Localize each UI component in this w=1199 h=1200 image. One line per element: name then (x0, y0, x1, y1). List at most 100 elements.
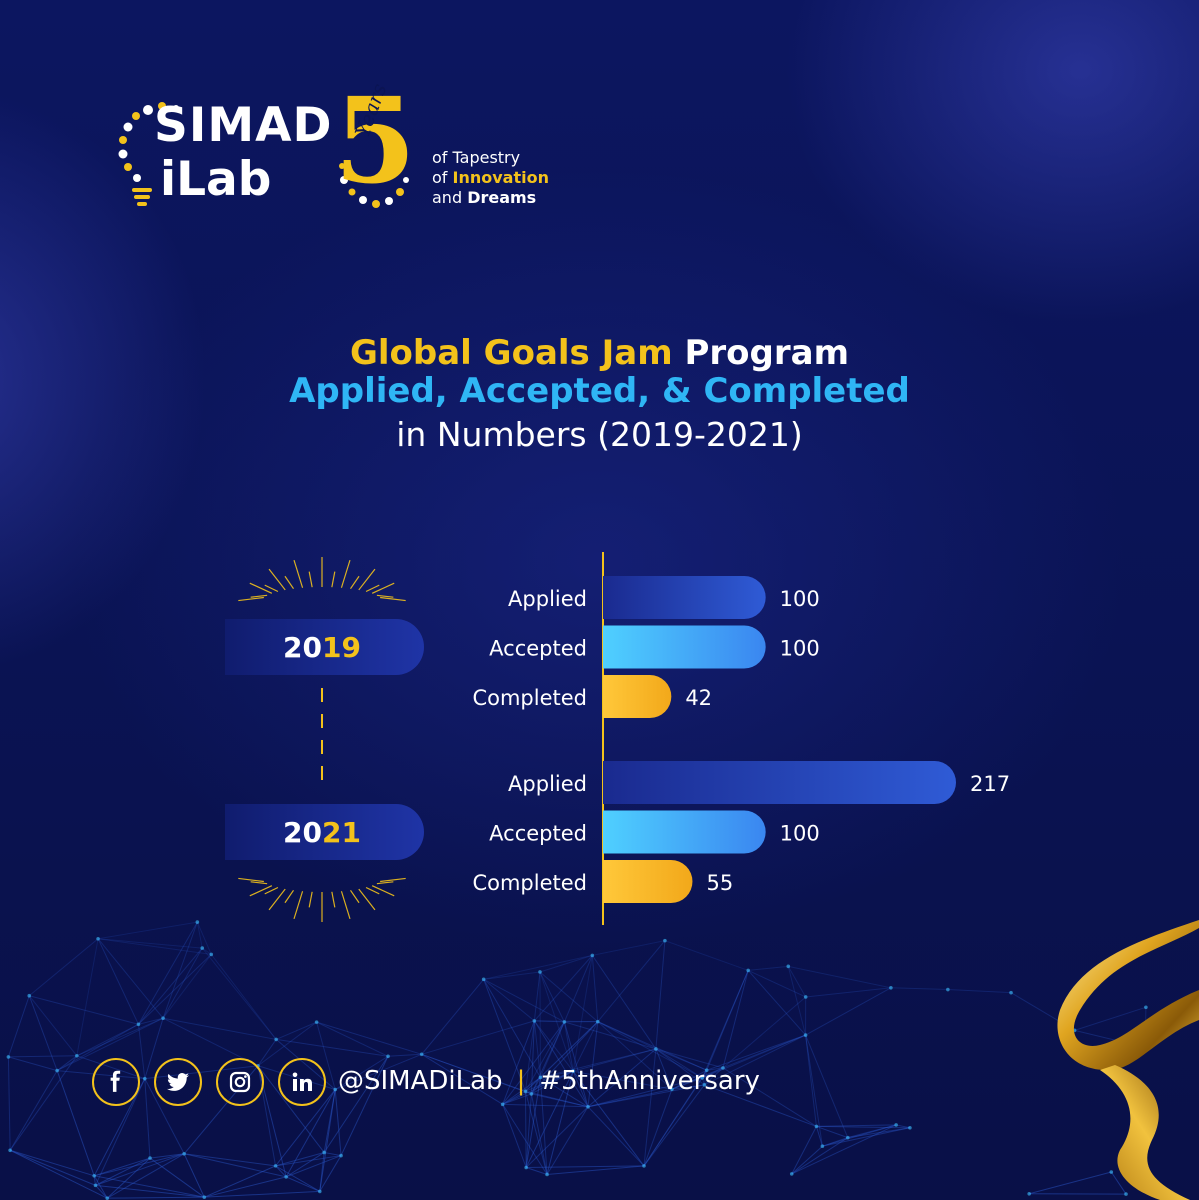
anniversary-hashtag[interactable]: #5thAnniversary (539, 1066, 760, 1096)
network-node (202, 1195, 207, 1199)
anniversary-number: 5 (334, 71, 417, 210)
sparkle-ray (249, 885, 273, 897)
network-node (700, 1076, 705, 1080)
network-node (284, 1175, 288, 1179)
network-node (1027, 1191, 1031, 1196)
tagline-innovation: Innovation (452, 168, 549, 187)
tagline-line-3: and Dreams (432, 188, 549, 208)
sparkle-ray (371, 885, 395, 897)
network-node (889, 985, 893, 990)
network-node (92, 1174, 96, 1178)
network-node (161, 1016, 165, 1021)
chart-title-highlight: Global Goals Jam (349, 333, 673, 373)
linkedin-icon (292, 1072, 312, 1091)
instagram-button[interactable] (216, 1058, 264, 1106)
social-handle[interactable]: @SIMADiLab (338, 1066, 503, 1096)
value-label: 100 (780, 587, 820, 611)
sparkle-ray (365, 584, 380, 593)
network-node (538, 1075, 543, 1080)
sparkle-ray (331, 571, 336, 588)
value-label: 100 (780, 637, 820, 661)
category-label: Completed (472, 871, 587, 895)
category-label: Completed (472, 686, 587, 710)
sparkle-ray (268, 888, 286, 911)
network-node (523, 1089, 528, 1094)
network-node (1124, 1192, 1128, 1196)
network-node (529, 1092, 534, 1096)
sparkle-ray (349, 575, 360, 590)
twitter-button[interactable] (154, 1058, 202, 1106)
network-node (273, 1164, 278, 1168)
sparkle-rays (238, 877, 406, 922)
network-node (894, 1123, 898, 1127)
anniversary-badge: 5 Years of Tapestry of Innovation and Dr… (330, 80, 590, 228)
sparkle-ray (293, 891, 304, 920)
bar-2021-applied (603, 761, 956, 804)
sparkle-ray (349, 889, 360, 904)
sparkle-ray (264, 584, 279, 593)
sparkle-ray (340, 891, 351, 920)
anniversary-tagline: of Tapestry of Innovation and Dreams (432, 148, 549, 208)
value-label: 217 (970, 772, 1010, 796)
network-node (314, 1020, 319, 1024)
sparkle-ray (238, 877, 264, 883)
network-node (702, 1083, 707, 1087)
logo-text-simad: SIMAD (154, 98, 333, 153)
sparkle-ray (365, 886, 380, 895)
network-background (6, 920, 1148, 1200)
tagline-line-2-prefix: of (432, 168, 453, 187)
sparkle-ray (250, 594, 268, 598)
linkedin-button[interactable] (278, 1058, 326, 1106)
sparkle-ray (380, 596, 406, 602)
network-node (55, 1068, 59, 1073)
network-node (333, 1087, 338, 1092)
network-node (209, 952, 214, 957)
network-node (571, 1069, 575, 1073)
network-node (1009, 990, 1013, 995)
tagline-line-2: of Innovation (432, 168, 549, 188)
year-label: 2021 (283, 816, 361, 849)
network-node (96, 936, 100, 941)
sparkle-ray (340, 559, 351, 588)
category-label: Applied (508, 587, 587, 611)
bar-2019-completed (603, 675, 672, 718)
tagline-dreams: Dreams (467, 188, 537, 207)
year-label-suffix: 21 (322, 816, 361, 849)
network-node (803, 1033, 808, 1037)
sparkle-rays (238, 557, 406, 602)
logo-bulb-dots-icon (118, 102, 179, 206)
network-node (200, 946, 205, 950)
sparkle-ray (284, 889, 295, 904)
year-label-suffix: 19 (322, 631, 361, 664)
network-node (654, 1047, 658, 1051)
network-node (1144, 1005, 1148, 1010)
network-node (820, 1144, 825, 1148)
network-node (845, 1135, 850, 1140)
facebook-button[interactable] (92, 1058, 140, 1106)
network-node (803, 995, 808, 999)
sparkle-ray (376, 594, 394, 598)
network-node (704, 1068, 709, 1073)
value-label: 55 (706, 871, 733, 895)
sparkle-ray (293, 559, 304, 588)
category-label: Accepted (489, 637, 587, 661)
tagline-line-1: of Tapestry (432, 148, 521, 167)
network-node (1109, 1170, 1114, 1174)
network-node (524, 1165, 528, 1170)
network-node (93, 1183, 98, 1188)
network-node (317, 1189, 322, 1194)
year-label: 2019 (283, 631, 361, 664)
simad-ilab-logo: SIMAD iLab (118, 100, 332, 212)
bar-2021-accepted (603, 810, 766, 854)
chart-title-line-1: Global Goals Jam Program (0, 333, 1199, 373)
network-node (75, 1053, 79, 1058)
network-node (6, 1055, 11, 1059)
sparkle-ray (308, 571, 313, 588)
network-node (27, 993, 32, 998)
network-node (545, 1172, 549, 1177)
logo-text-ilab: iLab (160, 152, 272, 207)
footer-separator: | (516, 1066, 526, 1096)
network-node (419, 1052, 424, 1057)
gold-ribbon-decoration (1057, 920, 1199, 1200)
sparkle-ray (371, 582, 395, 594)
